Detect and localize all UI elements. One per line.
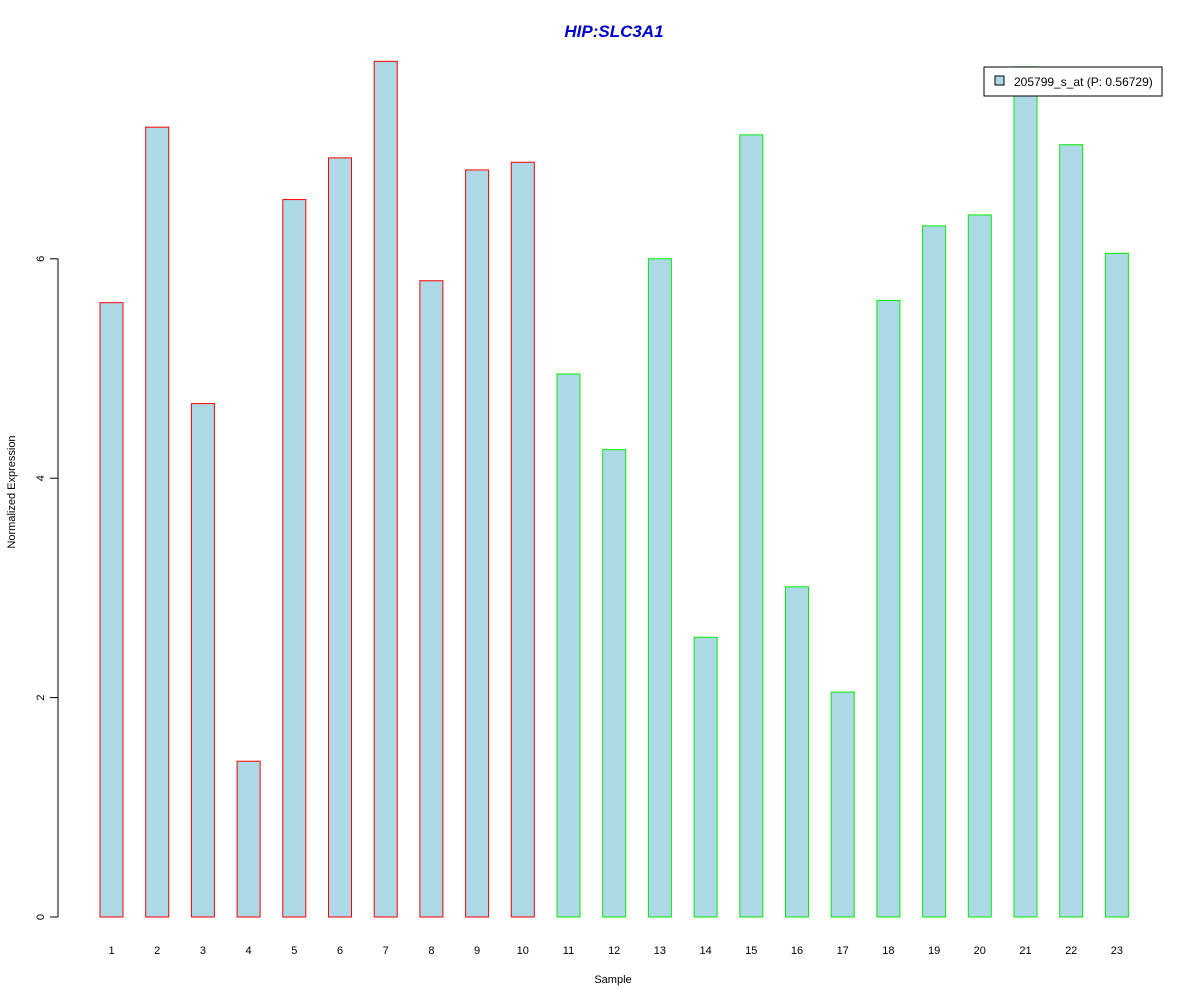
x-tick-label: 21 <box>1019 945 1031 957</box>
bar-sample-18 <box>876 299 901 918</box>
bar-sample-8 <box>419 280 444 918</box>
bar-sample-16 <box>785 586 809 918</box>
x-tick-label: 19 <box>928 945 940 957</box>
x-tick-label: 12 <box>608 945 620 957</box>
bar-sample-10 <box>510 161 535 918</box>
x-tick-label: 13 <box>654 945 666 957</box>
x-tick-label: 3 <box>200 945 206 957</box>
bar-sample-14 <box>693 636 718 918</box>
bar-sample-4 <box>236 760 261 918</box>
x-tick-label: 20 <box>974 945 986 957</box>
y-tick-label: 4 <box>35 475 47 481</box>
bars <box>99 60 1129 918</box>
x-tick-label: 7 <box>383 945 389 957</box>
x-tick-label: 8 <box>428 945 434 957</box>
y-tick-label: 6 <box>35 256 47 262</box>
y-axis: 0 2 4 6 <box>35 256 59 920</box>
x-axis-label: Sample <box>594 974 631 986</box>
x-tick-label: 22 <box>1065 945 1077 957</box>
bar-sample-23 <box>1104 252 1129 918</box>
chart-title: HIP:SLC3A1 <box>564 22 663 41</box>
x-tick-label: 14 <box>699 945 711 957</box>
legend-box <box>983 66 1163 97</box>
x-tick-label: 2 <box>154 945 160 957</box>
legend: 205799_s_at (P: 0.56729) <box>983 66 1163 97</box>
x-tick-label: 16 <box>791 945 803 957</box>
bar-sample-19 <box>922 225 947 918</box>
bar-sample-7 <box>373 60 398 918</box>
x-tick-labels: 1 2 3 4 5 6 7 8 9 10 11 12 13 14 15 16 17 18 19 20 21 22 23 <box>108 945 1123 957</box>
bar-sample-5 <box>282 199 307 918</box>
y-tick-label: 2 <box>35 695 47 701</box>
x-tick-label: 1 <box>108 945 114 957</box>
bar-sample-3 <box>190 403 215 918</box>
legend-swatch <box>994 75 1005 86</box>
x-tick-label: 11 <box>563 945 574 957</box>
bar-sample-9 <box>465 169 490 918</box>
x-tick-label: 23 <box>1111 945 1123 957</box>
x-tick-label: 5 <box>291 945 297 957</box>
bar-sample-20 <box>967 214 992 918</box>
x-tick-label: 17 <box>837 945 849 957</box>
bar-sample-12 <box>602 449 627 918</box>
bar-sample-2 <box>145 126 170 918</box>
x-tick-label: 4 <box>246 945 252 957</box>
bar-sample-6 <box>328 157 352 918</box>
x-tick-label: 9 <box>474 945 480 957</box>
bar-sample-13 <box>647 258 672 918</box>
bar-sample-1 <box>99 302 124 918</box>
bar-sample-22 <box>1059 144 1084 918</box>
x-tick-label: 10 <box>517 945 529 957</box>
y-axis-label: Normalized Expression <box>6 435 18 548</box>
bar-sample-21 <box>1013 66 1038 918</box>
bar-sample-17 <box>830 691 855 918</box>
bar-sample-15 <box>739 134 764 918</box>
y-tick-label: 0 <box>35 914 47 920</box>
bar-sample-11 <box>556 373 581 918</box>
x-tick-label: 15 <box>745 945 757 957</box>
x-tick-label: 6 <box>337 945 343 957</box>
legend-label: 205799_s_at (P: 0.56729) <box>1014 75 1153 89</box>
x-tick-label: 18 <box>882 945 894 957</box>
